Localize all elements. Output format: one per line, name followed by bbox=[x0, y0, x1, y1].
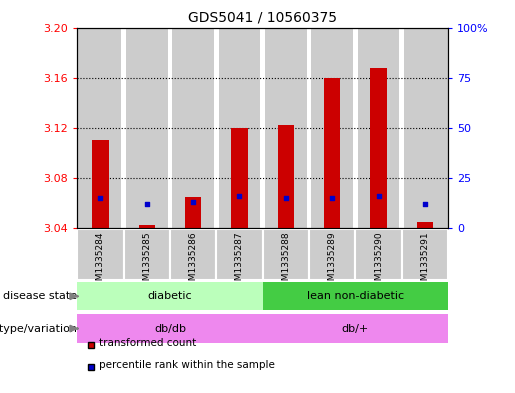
Bar bbox=[77, 28, 124, 228]
Point bbox=[143, 201, 151, 207]
Bar bbox=[402, 229, 448, 280]
Text: genotype/variation: genotype/variation bbox=[0, 323, 77, 334]
Text: GSM1335284: GSM1335284 bbox=[96, 231, 105, 292]
Bar bbox=[216, 28, 263, 228]
Text: GSM1335290: GSM1335290 bbox=[374, 231, 383, 292]
Bar bbox=[231, 128, 248, 228]
Text: lean non-diabetic: lean non-diabetic bbox=[307, 291, 404, 301]
Bar bbox=[122, 28, 126, 228]
Text: GSM1335285: GSM1335285 bbox=[142, 231, 151, 292]
Text: disease state: disease state bbox=[3, 291, 77, 301]
Point bbox=[421, 201, 429, 207]
Text: transformed count: transformed count bbox=[99, 338, 196, 349]
Bar bbox=[309, 229, 355, 280]
Bar bbox=[370, 68, 387, 228]
Text: percentile rank within the sample: percentile rank within the sample bbox=[99, 360, 275, 370]
Bar bbox=[185, 196, 201, 228]
Title: GDS5041 / 10560375: GDS5041 / 10560375 bbox=[188, 11, 337, 25]
Bar bbox=[263, 282, 448, 310]
Bar bbox=[263, 314, 448, 343]
Bar bbox=[417, 222, 433, 228]
Bar bbox=[124, 28, 170, 228]
Bar bbox=[77, 229, 124, 280]
Bar bbox=[216, 229, 263, 280]
Text: GSM1335291: GSM1335291 bbox=[420, 231, 430, 292]
Bar bbox=[263, 28, 309, 228]
Bar bbox=[307, 28, 311, 228]
Bar bbox=[167, 28, 172, 228]
Text: GSM1335288: GSM1335288 bbox=[281, 231, 290, 292]
Point bbox=[374, 193, 383, 199]
Point bbox=[189, 199, 197, 205]
Text: GSM1335286: GSM1335286 bbox=[188, 231, 198, 292]
Bar bbox=[355, 28, 402, 228]
Point bbox=[235, 193, 244, 199]
Bar bbox=[170, 28, 216, 228]
Bar bbox=[77, 314, 263, 343]
Point bbox=[328, 195, 336, 201]
Bar bbox=[170, 229, 216, 280]
Bar bbox=[278, 125, 294, 228]
Bar bbox=[324, 78, 340, 228]
Bar bbox=[309, 28, 355, 228]
Text: GSM1335289: GSM1335289 bbox=[328, 231, 337, 292]
Bar bbox=[214, 28, 218, 228]
Bar bbox=[353, 28, 357, 228]
Bar bbox=[124, 229, 170, 280]
Bar bbox=[77, 282, 263, 310]
Point bbox=[96, 195, 105, 201]
Bar bbox=[402, 28, 448, 228]
Text: db/+: db/+ bbox=[342, 323, 369, 334]
Bar bbox=[400, 28, 404, 228]
Bar bbox=[92, 140, 109, 228]
Text: GSM1335287: GSM1335287 bbox=[235, 231, 244, 292]
Bar bbox=[355, 229, 402, 280]
Bar bbox=[263, 229, 309, 280]
Bar bbox=[261, 28, 265, 228]
Text: db/db: db/db bbox=[154, 323, 186, 334]
Text: diabetic: diabetic bbox=[148, 291, 192, 301]
Point bbox=[282, 195, 290, 201]
Bar bbox=[139, 226, 155, 228]
